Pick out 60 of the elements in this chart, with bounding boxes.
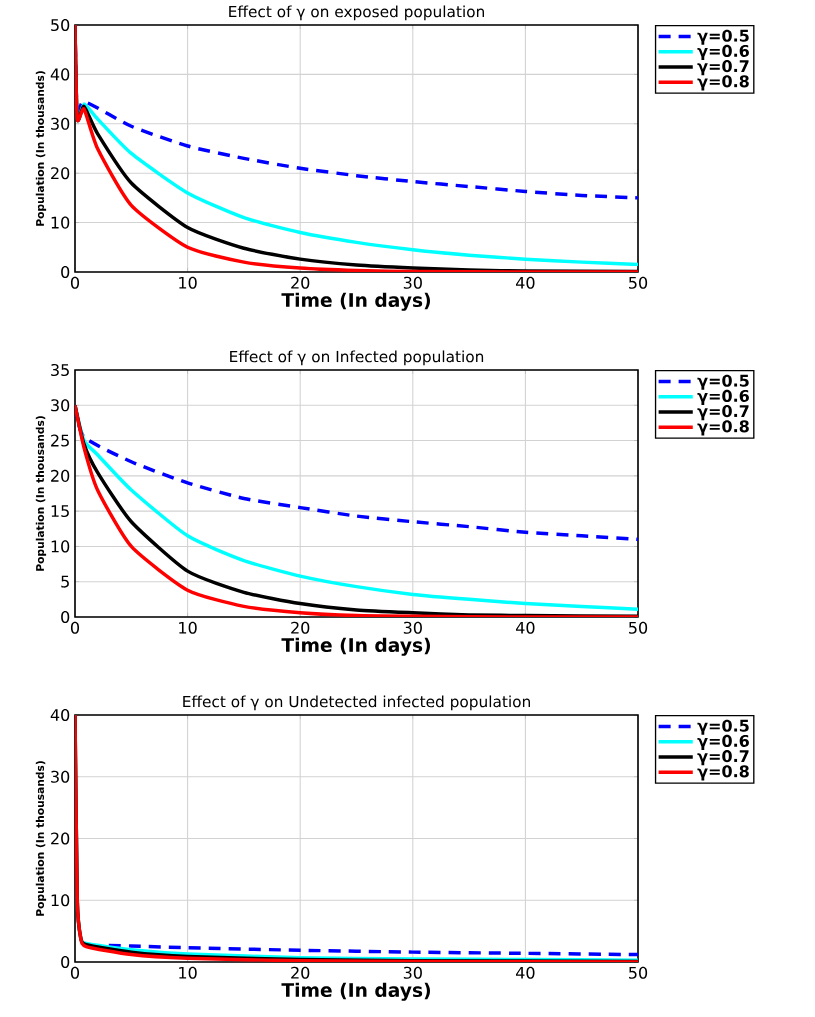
x-tick-label: 10 xyxy=(179,966,197,979)
x-tick-label: 50 xyxy=(629,276,648,289)
x-tick-label: 30 xyxy=(403,276,422,289)
legend-label: γ=0.5 xyxy=(697,719,749,735)
x-tick-label: 30 xyxy=(403,621,422,634)
x-tick-label: 20 xyxy=(291,966,310,979)
y-tick-label: 0 xyxy=(61,610,70,624)
y-tick-label: 20 xyxy=(51,832,70,845)
x-tick-label: 20 xyxy=(291,276,310,289)
x-tick-label: 40 xyxy=(516,621,535,634)
y-axis-title: Population (In thousands) xyxy=(35,71,47,226)
legend-label: γ=0.7 xyxy=(697,405,749,421)
x-tick-label: 0 xyxy=(70,966,80,979)
x-tick-label: 0 xyxy=(70,276,80,289)
legend-label: γ=0.5 xyxy=(697,374,749,390)
x-tick-label: 50 xyxy=(629,621,648,634)
y-tick-label: 20 xyxy=(51,469,70,482)
y-tick-label: 0 xyxy=(61,265,70,279)
y-tick-label: 10 xyxy=(51,216,70,229)
x-axis-title: Time (In days) xyxy=(281,982,430,1001)
x-tick-label: 0 xyxy=(70,621,80,634)
legend-label: γ=0.7 xyxy=(697,60,749,76)
legend-label: γ=0.8 xyxy=(697,420,749,436)
y-tick-label: 30 xyxy=(51,399,70,412)
chart-title: Effect of γ on Infected population xyxy=(230,350,484,366)
y-axis-title: Population (In thousands) xyxy=(35,761,47,916)
legend-label: γ=0.6 xyxy=(697,734,749,751)
y-tick-label: 15 xyxy=(51,505,69,518)
x-tick-label: 10 xyxy=(179,276,197,289)
y-tick-label: 35 xyxy=(51,363,69,377)
y-tick-label: 10 xyxy=(51,540,70,553)
legend-label: γ=0.7 xyxy=(697,750,749,766)
legend-label: γ=0.6 xyxy=(697,389,749,406)
x-tick-label: 10 xyxy=(179,621,197,634)
legend-label: γ=0.6 xyxy=(697,44,749,61)
chart-title: Effect of γ on exposed population xyxy=(229,5,484,21)
x-tick-label: 40 xyxy=(516,276,535,289)
y-tick-label: 40 xyxy=(50,68,70,81)
x-axis-title: Time (In days) xyxy=(281,637,430,656)
x-axis-title: Time (In days) xyxy=(281,292,430,311)
x-tick-label: 20 xyxy=(291,621,310,634)
y-tick-label: 10 xyxy=(51,894,70,907)
y-tick-label: 5 xyxy=(61,575,69,588)
y-tick-label: 30 xyxy=(51,770,70,783)
legend-label: γ=0.8 xyxy=(697,765,749,781)
x-tick-label: 40 xyxy=(516,966,535,979)
x-tick-label: 30 xyxy=(403,966,422,979)
y-tick-label: 50 xyxy=(51,18,70,32)
legend-label: γ=0.5 xyxy=(697,29,749,45)
y-axis-title: Population (In thousands) xyxy=(35,416,47,571)
legend-label: γ=0.8 xyxy=(697,75,749,91)
y-tick-label: 30 xyxy=(51,117,70,130)
x-tick-label: 50 xyxy=(629,966,648,979)
line-series xyxy=(75,714,638,962)
y-tick-label: 0 xyxy=(61,955,70,969)
y-tick-label: 20 xyxy=(51,167,70,180)
line-series xyxy=(107,943,638,957)
y-tick-label: 25 xyxy=(51,434,69,447)
y-tick-label: 40 xyxy=(50,708,70,722)
chart-title: Effect of γ on Undetected infected population xyxy=(183,695,530,711)
